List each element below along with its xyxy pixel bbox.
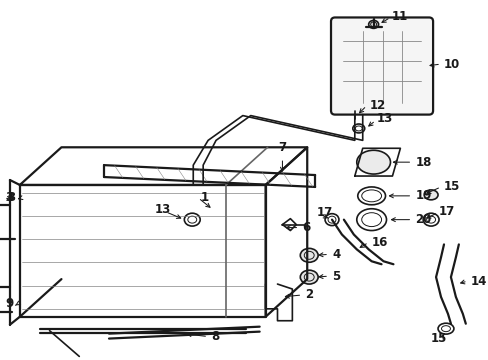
Text: 13: 13 xyxy=(376,112,392,125)
FancyBboxPatch shape xyxy=(330,18,432,114)
Text: 9: 9 xyxy=(5,297,13,310)
Text: 18: 18 xyxy=(414,156,431,169)
Text: 20: 20 xyxy=(414,213,430,226)
Text: 7: 7 xyxy=(278,141,286,154)
Text: 15: 15 xyxy=(430,332,447,345)
Text: 13: 13 xyxy=(154,203,170,216)
Text: 2: 2 xyxy=(305,288,313,301)
Ellipse shape xyxy=(300,248,318,262)
Text: 16: 16 xyxy=(371,236,387,249)
Text: 17: 17 xyxy=(317,206,333,219)
Text: 14: 14 xyxy=(470,275,486,288)
Text: 10: 10 xyxy=(443,58,459,71)
Text: 3: 3 xyxy=(7,191,15,204)
Ellipse shape xyxy=(300,270,318,284)
Ellipse shape xyxy=(368,21,378,28)
Text: 4: 4 xyxy=(331,248,340,261)
Text: 17: 17 xyxy=(438,205,454,218)
Text: 15: 15 xyxy=(443,180,459,193)
Ellipse shape xyxy=(423,190,437,200)
Text: 11: 11 xyxy=(391,10,407,23)
Ellipse shape xyxy=(356,150,390,174)
Text: 1: 1 xyxy=(201,191,209,204)
Text: 3: 3 xyxy=(5,191,13,204)
Text: 8: 8 xyxy=(211,330,219,343)
Text: 19: 19 xyxy=(414,189,431,202)
Text: 6: 6 xyxy=(302,221,310,234)
Text: 5: 5 xyxy=(331,270,340,283)
Text: 12: 12 xyxy=(369,99,385,112)
